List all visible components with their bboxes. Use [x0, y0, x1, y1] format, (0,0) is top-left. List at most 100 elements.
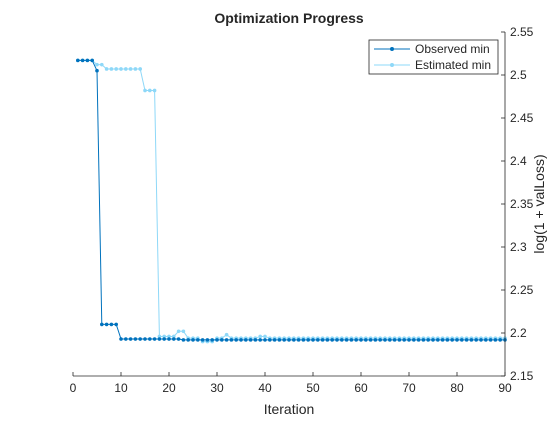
legend-label-observed: Observed min [415, 42, 490, 56]
y-tick-label: 2.25 [510, 283, 534, 297]
data-point-observed-min [464, 338, 469, 342]
data-point-observed-min [244, 338, 248, 342]
data-point-observed-min [344, 338, 349, 342]
data-point-observed-min [436, 338, 440, 342]
x-tick-label: 10 [114, 381, 128, 395]
data-point-observed-min [378, 338, 383, 342]
data-point-observed-min [167, 337, 171, 341]
data-point-estimated-min [114, 67, 118, 71]
data-point-observed-min [196, 338, 200, 342]
data-point-observed-min [440, 338, 445, 342]
data-point-observed-min [397, 338, 402, 342]
data-point-observed-min [133, 337, 138, 341]
data-point-observed-min [191, 338, 195, 342]
data-point-observed-min [172, 337, 176, 341]
legend: Observed min Estimated min [368, 39, 499, 75]
data-point-observed-min [76, 58, 80, 63]
x-tick-label: 20 [162, 381, 176, 395]
x-tick-label: 60 [354, 381, 368, 395]
data-point-observed-min [359, 338, 363, 342]
data-point-observed-min [368, 338, 373, 342]
data-point-observed-min [176, 337, 181, 341]
data-point-estimated-min [133, 67, 138, 71]
data-point-observed-min [124, 337, 128, 341]
data-point-observed-min [388, 338, 392, 342]
data-point-observed-min [119, 337, 123, 341]
data-point-observed-min [220, 338, 224, 342]
y-tick-label: 2.2 [510, 326, 527, 340]
plot-area [73, 32, 505, 376]
data-point-observed-min [421, 338, 426, 342]
data-point-estimated-min [224, 332, 229, 337]
data-point-observed-min [104, 322, 109, 327]
x-tick-label: 40 [258, 381, 272, 395]
data-point-observed-min [114, 322, 118, 327]
legend-box [368, 39, 499, 75]
data-point-observed-min [292, 338, 296, 342]
data-point-observed-min [498, 338, 503, 342]
data-point-observed-min [186, 338, 190, 342]
data-point-observed-min [412, 338, 416, 342]
data-point-observed-min [474, 338, 479, 342]
data-point-observed-min [316, 338, 320, 342]
data-point-observed-min [143, 337, 147, 341]
data-point-observed-min [181, 338, 186, 342]
data-point-observed-min [268, 338, 272, 342]
data-point-estimated-min [138, 67, 142, 71]
data-point-estimated-min [124, 67, 128, 71]
y-tick-label: 2.45 [510, 111, 534, 125]
data-point-observed-min [479, 338, 483, 342]
axes-layer: 0 10 20 30 40 50 60 70 80 902.15 2.2 2.25 2.3 2.35 2.4… [70, 25, 534, 395]
data-point-observed-min [383, 338, 387, 342]
data-point-observed-min [402, 338, 407, 342]
data-point-estimated-min [157, 334, 162, 339]
data-point-observed-min [354, 338, 359, 342]
data-point-estimated-min [104, 67, 109, 71]
data-point-observed-min [148, 337, 152, 341]
data-point-observed-min [234, 338, 238, 342]
data-point-estimated-min [119, 67, 123, 71]
x-tick-label: 30 [210, 381, 224, 395]
data-point-observed-min [258, 338, 263, 342]
legend-marker-estimated [390, 63, 394, 67]
data-point-estimated-min [152, 88, 157, 93]
data-point-estimated-min [128, 67, 133, 71]
data-point-observed-min [109, 322, 114, 327]
data-point-observed-min [426, 338, 431, 342]
data-point-estimated-min [143, 88, 147, 93]
data-point-observed-min [157, 337, 162, 341]
data-point-observed-min [340, 338, 344, 342]
data-point-observed-min [95, 68, 99, 73]
data-point-observed-min [263, 338, 267, 342]
data-point-observed-min [229, 338, 234, 342]
data-point-estimated-min [176, 329, 181, 334]
data-point-observed-min [373, 338, 378, 342]
legend-label-estimated: Estimated min [415, 58, 491, 72]
chart-title: Optimization Progress [214, 10, 364, 26]
data-point-observed-min [450, 338, 455, 342]
data-point-observed-min [416, 338, 421, 342]
data-point-observed-min [330, 338, 335, 342]
data-point-observed-min [138, 337, 142, 341]
data-point-estimated-min [258, 334, 263, 339]
data-point-estimated-min [263, 334, 267, 339]
x-axis-label: Iteration [264, 401, 315, 417]
data-point-observed-min [493, 338, 498, 342]
data-point-estimated-min [109, 67, 114, 71]
x-tick-label: 0 [70, 381, 77, 395]
x-tick-label: 70 [402, 381, 416, 395]
data-point-observed-min [349, 338, 354, 342]
y-tick-label: 2.3 [510, 240, 527, 254]
data-point-observed-min [407, 338, 411, 342]
data-point-observed-min [296, 338, 301, 342]
data-point-observed-min [239, 338, 243, 342]
data-point-observed-min [469, 338, 474, 342]
series-layer [76, 58, 507, 344]
y-tick-label: 2.15 [510, 369, 534, 383]
data-point-observed-min [301, 338, 306, 342]
data-point-observed-min [484, 338, 488, 342]
data-point-estimated-min [100, 62, 104, 67]
data-point-estimated-min [172, 334, 176, 339]
data-point-observed-min [431, 338, 435, 342]
